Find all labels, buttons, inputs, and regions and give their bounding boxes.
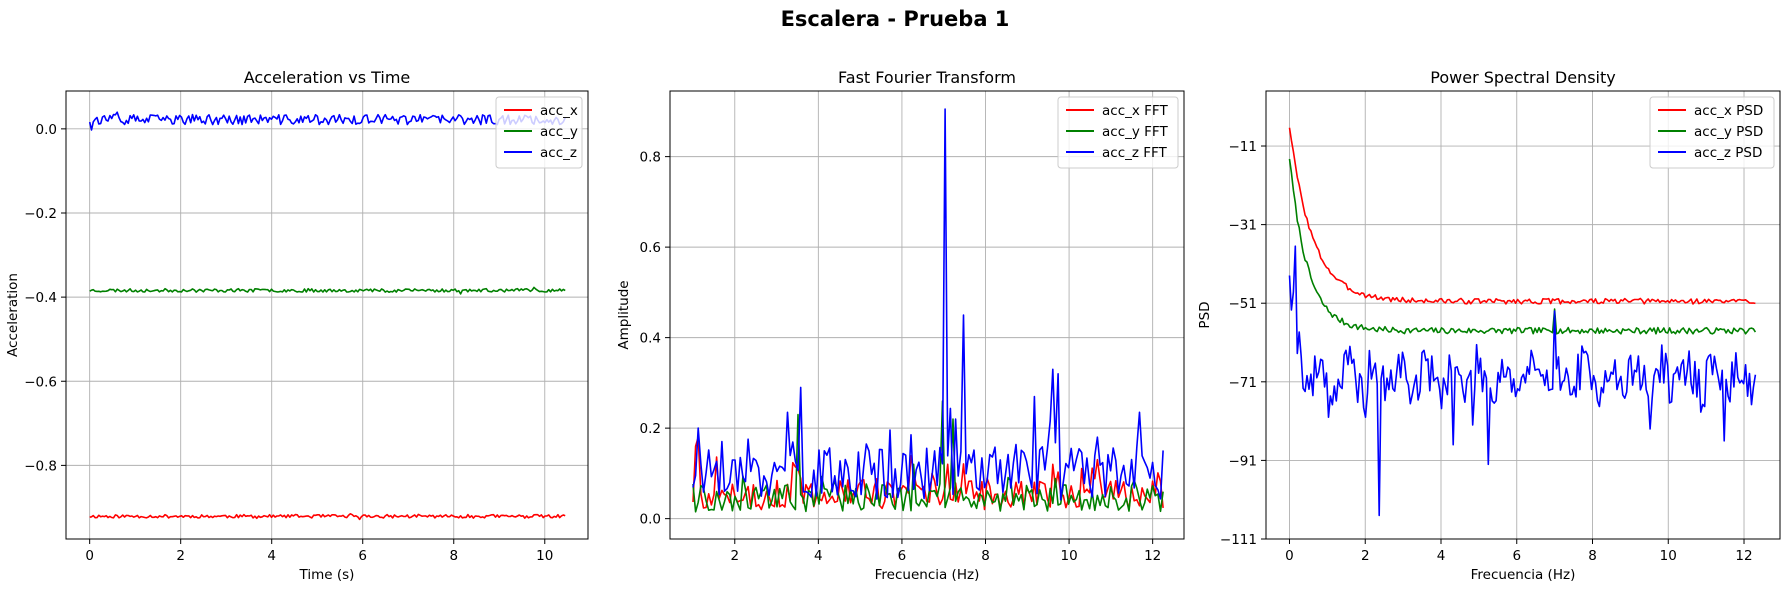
panel-title: Fast Fourier Transform — [838, 68, 1016, 87]
y-tick-label: −0.4 — [24, 290, 57, 306]
legend-label-acc-x-fft: acc_x FFT — [1102, 103, 1168, 119]
panel-acceleration-vs-time: Acceleration vs Time Time (s) Accelerati… — [5, 68, 589, 583]
legend-label-acc-x: acc_x — [540, 103, 578, 119]
legend-label-acc-x-psd: acc_x PSD — [1694, 103, 1763, 119]
axes-frame — [65, 90, 589, 540]
x-tick-label: 10 — [536, 548, 553, 564]
x-tick-label: 6 — [1512, 548, 1521, 564]
series-line-acc-z-fft — [692, 108, 1164, 501]
plot-area: 0 2 4 6 8 10 12 −11 −31 −51 −71 −91 −111 — [1220, 90, 1781, 564]
y-tick-label: 0.2 — [640, 421, 661, 437]
y-tick-label: 0.6 — [640, 240, 661, 256]
panel-title: Power Spectral Density — [1430, 68, 1615, 87]
series-line-acc-z-psd — [1288, 245, 1757, 517]
x-tick-label: 2 — [176, 548, 185, 564]
plot-area: 2 4 6 8 10 12 0.0 0.2 0.4 0.6 0.8 — [640, 90, 1185, 564]
legend-label-acc-y-psd: acc_y PSD — [1694, 124, 1763, 140]
series-line-acc-x-psd — [1288, 127, 1756, 305]
panel-title: Acceleration vs Time — [244, 68, 411, 87]
y-tick-label: −0.6 — [24, 374, 57, 390]
y-tick-label: 0.0 — [640, 512, 661, 528]
legend-label-acc-y-fft: acc_y FFT — [1102, 124, 1168, 140]
legend-label-acc-y: acc_y — [540, 124, 578, 140]
series-line-acc-x — [89, 513, 566, 521]
y-tick-label: 0.4 — [640, 331, 661, 347]
legend-label-acc-z: acc_z — [540, 145, 577, 161]
legend-box — [1649, 96, 1775, 169]
x-tick-label: 10 — [1660, 548, 1677, 564]
legend-box — [1057, 96, 1179, 169]
x-tick-label: 2 — [730, 548, 739, 564]
x-tick-label: 6 — [898, 548, 907, 564]
y-tick-label: −0.2 — [24, 206, 57, 222]
y-tick-label: −11 — [1229, 139, 1258, 155]
x-axis-label: Frecuencia (Hz) — [1471, 567, 1576, 583]
x-axis-label: Time (s) — [299, 567, 355, 583]
x-tick-label: 6 — [358, 548, 367, 564]
x-tick-label: 12 — [1144, 548, 1161, 564]
y-axis-label: PSD — [1197, 301, 1213, 328]
figure-suptitle: Escalera - Prueba 1 — [781, 7, 1010, 31]
y-tick-label: −51 — [1229, 296, 1258, 312]
y-tick-label: −31 — [1229, 218, 1258, 234]
y-axis-label: Amplitude — [616, 280, 632, 349]
x-tick-label: 10 — [1060, 548, 1077, 564]
legend-label-acc-z-psd: acc_z PSD — [1694, 145, 1762, 161]
legend-box — [495, 96, 583, 169]
y-tick-label: 0.8 — [640, 150, 661, 166]
series-line-acc-y — [89, 286, 566, 295]
x-tick-label: 4 — [814, 548, 823, 564]
x-tick-label: 2 — [1361, 548, 1370, 564]
y-tick-label: −91 — [1229, 453, 1258, 469]
y-tick-label: −71 — [1229, 375, 1258, 391]
x-tick-label: 8 — [449, 548, 458, 564]
x-axis-label: Frecuencia (Hz) — [875, 567, 980, 583]
x-tick-label: 8 — [1588, 548, 1597, 564]
y-tick-label: −0.8 — [24, 458, 57, 474]
panel-fast-fourier-transform: Fast Fourier Transform Frecuencia (Hz) A… — [616, 68, 1185, 583]
axes-frame — [1265, 90, 1781, 540]
y-tick-label: 0.0 — [36, 122, 57, 138]
series-line-acc-z — [88, 111, 566, 131]
x-tick-label: 0 — [85, 548, 94, 564]
y-axis-label: Acceleration — [5, 273, 21, 357]
y-tick-label: −111 — [1220, 532, 1257, 548]
legend: acc_x PSD acc_y PSD acc_z PSD — [1649, 96, 1775, 169]
series-line-acc-y-psd — [1288, 158, 1757, 335]
series-line-acc-y-fft — [692, 400, 1164, 513]
x-tick-label: 4 — [1437, 548, 1446, 564]
x-tick-label: 12 — [1735, 548, 1752, 564]
plot-area: 0 2 4 6 8 10 0.0 −0.2 −0.4 −0.6 −0.8 — [24, 90, 589, 564]
axes-frame — [669, 90, 1185, 540]
legend: acc_x FFT acc_y FFT acc_z FFT — [1057, 96, 1179, 169]
x-tick-label: 0 — [1285, 548, 1294, 564]
legend-label-acc-z-fft: acc_z FFT — [1102, 145, 1168, 161]
x-tick-label: 4 — [267, 548, 276, 564]
x-tick-label: 8 — [981, 548, 990, 564]
legend: acc_x acc_y acc_z — [495, 96, 583, 169]
panel-power-spectral-density: Power Spectral Density Frecuencia (Hz) P… — [1197, 68, 1781, 583]
